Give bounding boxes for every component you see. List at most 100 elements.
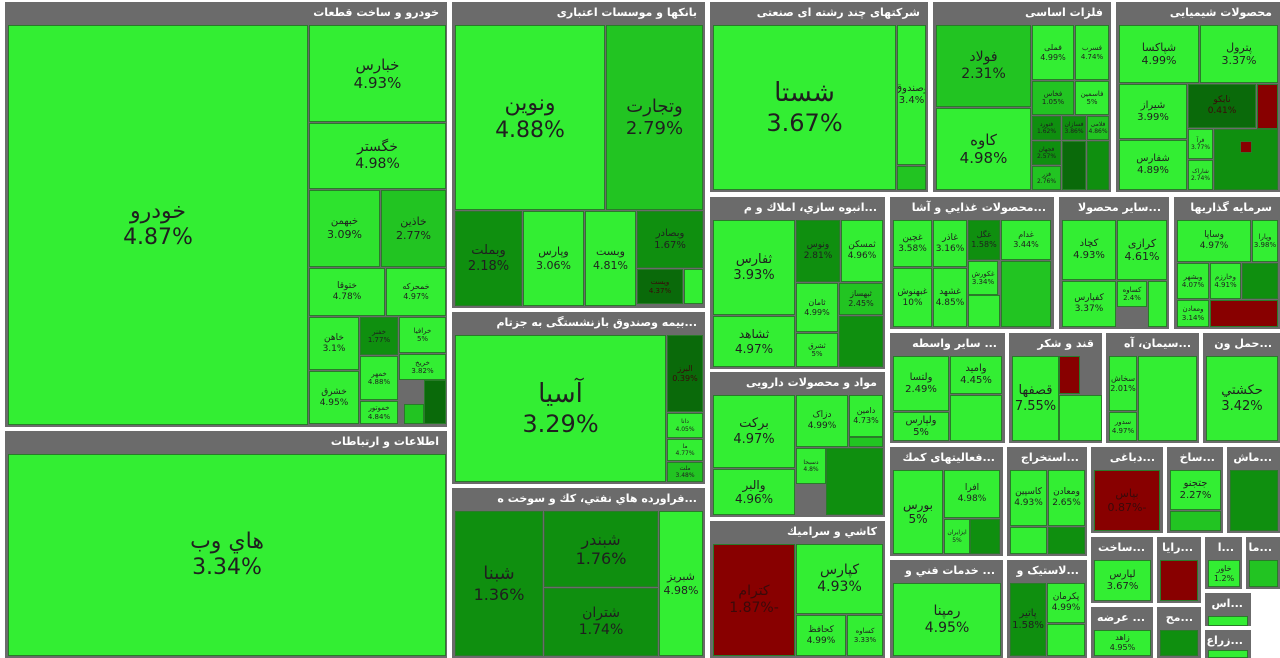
stock-tile[interactable] — [1087, 141, 1109, 190]
stock-tile-cement-0[interactable]: سخاش 2.01% — [1109, 356, 1137, 411]
stock-tile-food-1[interactable]: غاذر 3.16% — [933, 220, 967, 267]
stock-tile-metals-0[interactable]: فولاد 2.31% — [936, 25, 1031, 107]
stock-tile-oil-2[interactable]: شتران 1.74% — [544, 588, 658, 656]
sector-title[interactable]: ...انبوه سازي، املاك و م — [743, 201, 877, 214]
sector-title[interactable]: ...استخراج — [1020, 451, 1079, 464]
stock-tile[interactable] — [1230, 470, 1278, 531]
sector-title[interactable]: فلزات اساسی — [1025, 6, 1103, 19]
sector-title[interactable]: کاشي و سراميك — [787, 525, 877, 538]
sector-title[interactable]: مواد و محصولات دارویی — [745, 376, 877, 389]
stock-tile[interactable] — [1047, 624, 1085, 656]
stock-tile-holding-1[interactable]: وصندوق3.4% — [897, 25, 926, 165]
stock-tile-mining-1[interactable]: ومعادن 2.65% — [1048, 470, 1085, 526]
stock-tile-food-0[interactable]: غچین 3.58% — [893, 220, 932, 267]
stock-tile[interactable] — [1062, 141, 1086, 190]
stock-tile-auto-4[interactable]: خاذین 2.77% — [381, 190, 446, 267]
stock-tile-insurance-0[interactable]: آسیا 3.29% — [455, 335, 666, 482]
stock-tile-pharma-1[interactable]: دزاک 4.99% — [796, 395, 848, 447]
stock-tile[interactable] — [1160, 560, 1198, 601]
stock-tile-agri-3[interactable]: کساوه 2.4% — [1117, 281, 1147, 307]
stock-tile-auto-0[interactable]: خودرو 4.87% — [8, 25, 308, 425]
stock-tile-realestate-0[interactable]: ثفارس 3.93% — [713, 220, 795, 315]
stock-tile[interactable] — [1240, 141, 1252, 153]
stock-tile-plastic-1[interactable]: پکرمان 4.99% — [1047, 583, 1085, 623]
stock-tile-banks-3[interactable]: وپارس 3.06% — [523, 211, 584, 306]
stock-tile-transport-0[interactable]: حکشتي 3.42% — [1206, 356, 1278, 441]
stock-tile-chem-4[interactable]: شفارس 4.89% — [1119, 140, 1187, 190]
stock-tile[interactable] — [1010, 527, 1047, 554]
sector-title[interactable]: ...زراع — [1206, 634, 1244, 647]
stock-tile-finance-1[interactable]: افرا 4.98% — [944, 470, 1000, 518]
stock-tile-agri-2[interactable]: کفپارس 3.37% — [1062, 281, 1116, 327]
stock-tile-auto-2[interactable]: خگستر 4.98% — [309, 123, 446, 189]
stock-tile-banks-0[interactable]: ونوین 4.88% — [455, 25, 605, 210]
stock-tile-insurance-2[interactable]: دانا 4.05% — [667, 413, 703, 438]
stock-tile[interactable] — [424, 380, 446, 424]
sector-title[interactable]: ...مح — [1165, 611, 1193, 624]
stock-tile-insurance-1[interactable]: البرز 0.39% — [667, 335, 703, 412]
stock-tile[interactable] — [1249, 560, 1278, 587]
stock-tile-metals-10[interactable]: فزر 2.76% — [1032, 166, 1061, 190]
stock-tile-agri-0[interactable]: کچاد 4.93% — [1062, 220, 1116, 280]
stock-tile[interactable] — [826, 448, 883, 515]
stock-tile-chem-0[interactable]: شپاکسا 4.99% — [1119, 25, 1199, 83]
stock-tile-realestate-5[interactable]: ثشاهد 4.97% — [713, 316, 795, 367]
stock-tile-sugar-0[interactable]: قصفها 7.55% — [1012, 356, 1059, 441]
stock-tile-metals-4[interactable]: فاسمین 5% — [1075, 81, 1109, 115]
stock-tile-realestate-4[interactable]: ثبهساز 2.45% — [839, 283, 883, 315]
sector-title[interactable]: ...سیمان، آه — [1123, 337, 1191, 350]
stock-tile-invest-4[interactable]: ومعادن 3.14% — [1177, 300, 1209, 327]
stock-tile-realestate-3[interactable]: ثامان 4.99% — [796, 283, 838, 332]
sector-title[interactable]: ...دباغی — [1109, 451, 1155, 464]
sector-title[interactable]: خودرو و ساخت قطعات — [313, 6, 439, 19]
stock-tile-auto-9[interactable]: خرافیا 5% — [399, 317, 446, 353]
stock-tile-banks-6[interactable]: وپست 4.37% — [637, 269, 683, 304]
stock-tile-misc1-0[interactable]: خاور 1.2% — [1208, 560, 1240, 587]
stock-tile-leather-0[interactable]: بپاس -0.87% — [1094, 470, 1160, 531]
stock-tile-auto-3[interactable]: خبهمن 3.09% — [309, 190, 380, 267]
stock-tile-banks-1[interactable]: وتجارت 2.79% — [606, 25, 703, 210]
stock-tile[interactable] — [684, 269, 703, 304]
sector-title[interactable]: ...فراورده هاي نفتي، كك و سوخت ه — [497, 492, 697, 505]
stock-tile-chem-5[interactable]: فرآ 3.77% — [1188, 129, 1213, 159]
sector-title[interactable]: ...ما — [1248, 541, 1272, 554]
stock-tile-invest-2[interactable]: وبشهر 4.07% — [1177, 263, 1209, 299]
sector-title[interactable]: محصولات شیمیایی — [1169, 6, 1272, 19]
stock-tile-oil-1[interactable]: شبندر 1.76% — [544, 511, 658, 587]
stock-tile[interactable] — [1138, 356, 1197, 441]
sector-title[interactable]: بانکها و موسسات اعتباری — [556, 6, 697, 19]
stock-tile-supply-0[interactable]: زاهد 4.95% — [1094, 630, 1151, 656]
stock-tile[interactable] — [1059, 395, 1102, 441]
stock-tile[interactable] — [1001, 261, 1051, 327]
stock-tile[interactable] — [1148, 281, 1167, 327]
sector-title[interactable]: ...محصولات غذايي و آشا — [911, 201, 1046, 214]
sector-title[interactable]: اطلاعات و ارتباطات — [330, 435, 439, 448]
stock-tile-ceramic-1[interactable]: کپارس 4.93% — [796, 544, 883, 614]
stock-tile[interactable] — [1048, 527, 1085, 554]
stock-tile[interactable] — [970, 519, 1000, 554]
stock-tile-food-2[interactable]: غگل 1.58% — [968, 220, 1000, 260]
stock-tile-realestate-2[interactable]: ثمسکن 4.96% — [841, 220, 883, 282]
stock-tile-metals-2[interactable]: فسرب 4.74% — [1075, 25, 1109, 80]
stock-tile-invest-1[interactable]: وپارا 3.98% — [1252, 220, 1278, 262]
stock-tile-insurance-4[interactable]: ملت 3.48% — [667, 462, 703, 482]
stock-tile-banks-2[interactable]: وبملت 2.18% — [455, 211, 522, 306]
stock-tile-construction-0[interactable]: لپارس 3.67% — [1094, 560, 1151, 601]
stock-tile-banks-4[interactable]: وبست 4.81% — [585, 211, 636, 306]
sector-title[interactable]: ... سایر واسطه — [912, 337, 997, 350]
stock-tile[interactable] — [1160, 630, 1198, 656]
stock-tile-invest-0[interactable]: وساپا 4.97% — [1177, 220, 1251, 262]
sector-title[interactable]: ...اس — [1211, 597, 1244, 610]
stock-tile-pharma-4[interactable]: دسبحا 4.8% — [796, 448, 826, 484]
sector-title[interactable]: ...ماش — [1233, 451, 1272, 464]
stock-tile-food-3[interactable]: غدام 3.44% — [1001, 220, 1051, 260]
stock-tile-oil-3[interactable]: شبریز 4.98% — [659, 511, 703, 656]
stock-tile-auto-13[interactable]: خموتور 4.84% — [360, 401, 398, 424]
stock-tile-food-5[interactable]: غشهد 4.85% — [933, 268, 967, 327]
stock-tile[interactable] — [1208, 616, 1248, 626]
sector-title[interactable]: ...سایر محصولا — [1078, 201, 1161, 214]
stock-tile-ceramic-3[interactable]: کساوه 3.33% — [847, 615, 883, 656]
stock-tile-finance-2[interactable]: ایزایران 5% — [944, 519, 970, 554]
stock-tile[interactable] — [1170, 511, 1221, 531]
sector-title[interactable]: ...حمل ون — [1214, 337, 1272, 350]
